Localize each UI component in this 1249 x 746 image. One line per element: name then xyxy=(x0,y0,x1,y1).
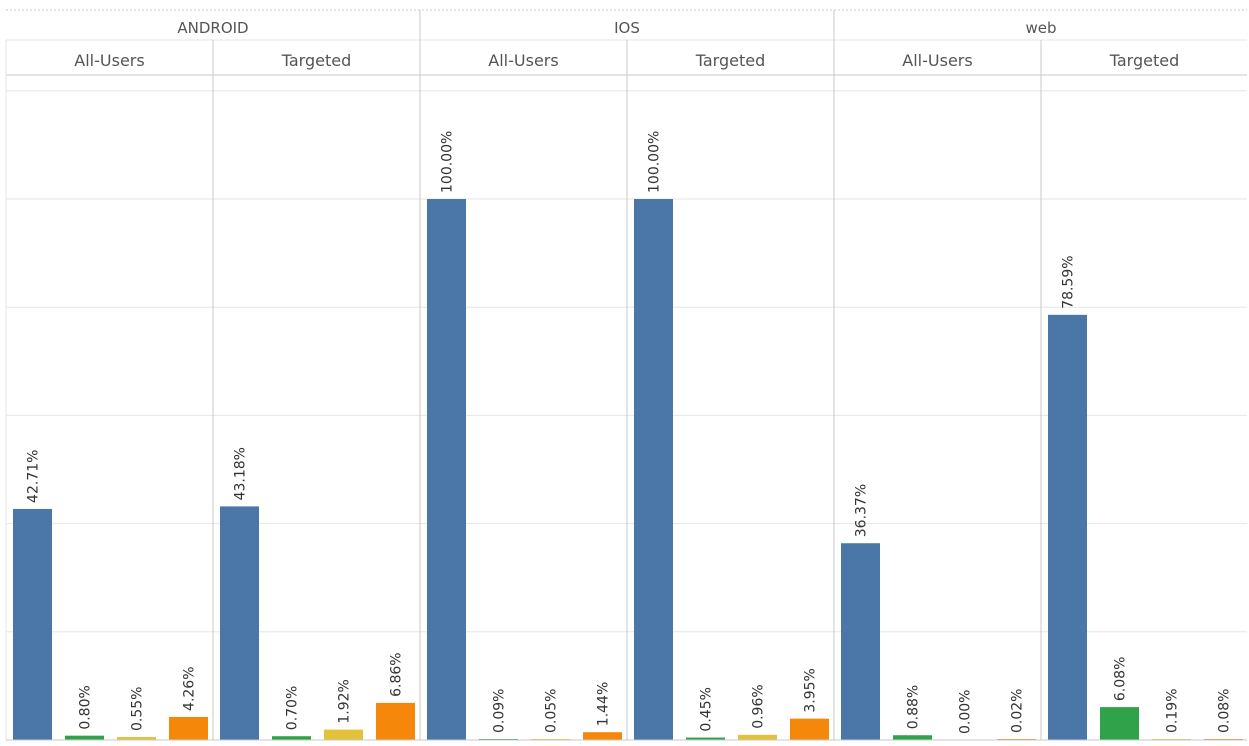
group-header: All-Users xyxy=(488,51,558,70)
bar-primary xyxy=(220,506,259,740)
data-label: 0.05% xyxy=(544,689,560,733)
data-label: 0.70% xyxy=(285,686,301,730)
data-label: 6.86% xyxy=(389,652,405,696)
data-label: 0.96% xyxy=(751,684,767,728)
bar-green xyxy=(272,736,311,740)
group-header: All-Users xyxy=(74,51,144,70)
group-header: Targeted xyxy=(1109,51,1180,70)
bar-green xyxy=(686,737,725,740)
data-label: 0.19% xyxy=(1165,688,1181,732)
data-label: 1.44% xyxy=(596,682,612,726)
data-label: 1.92% xyxy=(337,679,353,723)
data-label: 4.26% xyxy=(182,666,198,710)
bar-green xyxy=(1100,707,1139,740)
bar-primary xyxy=(841,543,880,740)
data-label: 100.00% xyxy=(440,131,456,193)
data-label: 78.59% xyxy=(1061,255,1077,308)
data-label: 0.09% xyxy=(492,689,508,733)
data-label: 100.00% xyxy=(647,131,663,193)
data-label: 3.95% xyxy=(803,668,819,712)
data-label: 42.71% xyxy=(26,450,42,503)
bar-yellow xyxy=(738,734,777,740)
bar-green xyxy=(893,735,932,740)
bar-green xyxy=(65,735,104,740)
group-header: Targeted xyxy=(281,51,352,70)
bar-orange xyxy=(583,732,622,740)
bar-primary xyxy=(427,199,466,740)
platform-header: web xyxy=(1025,19,1056,37)
bar-primary xyxy=(634,199,673,740)
data-label: 0.80% xyxy=(78,685,94,729)
data-label: 0.55% xyxy=(130,687,146,731)
bar-orange xyxy=(790,718,829,740)
bar-yellow xyxy=(117,737,156,740)
bar-orange xyxy=(376,702,415,740)
data-label: 43.18% xyxy=(233,447,249,500)
platform-header: IOS xyxy=(614,19,640,37)
data-label: 36.37% xyxy=(854,484,870,537)
group-header: All-Users xyxy=(902,51,972,70)
data-label: 6.08% xyxy=(1113,657,1129,701)
bar-yellow xyxy=(1152,738,1191,740)
data-label: 0.88% xyxy=(906,685,922,729)
bar-orange xyxy=(169,716,208,740)
platform-header: ANDROID xyxy=(177,19,248,37)
group-header: Targeted xyxy=(695,51,766,70)
data-label: 0.08% xyxy=(1217,689,1233,733)
data-label: 0.45% xyxy=(699,687,715,731)
data-label: 0.00% xyxy=(958,690,974,734)
bar-primary xyxy=(13,508,52,740)
bar-primary xyxy=(1048,314,1087,740)
data-label: 0.02% xyxy=(1010,689,1026,733)
bar-yellow xyxy=(324,729,363,740)
